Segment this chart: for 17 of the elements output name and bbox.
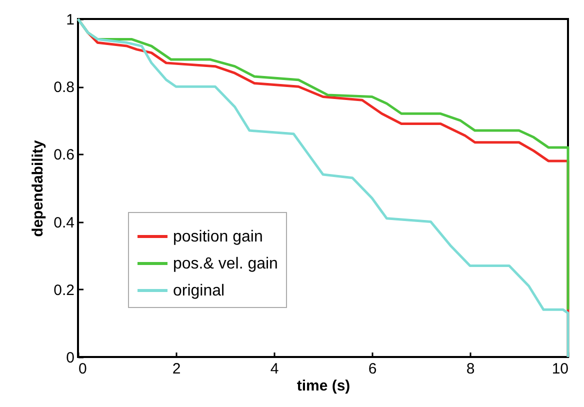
- x-axis-title: time (s): [296, 378, 350, 394]
- y-axis-title: dependability: [30, 140, 47, 237]
- x-tick-label: 10: [552, 360, 568, 378]
- x-tick-label: 8: [466, 360, 475, 378]
- legend-label: position gain: [173, 228, 263, 246]
- x-tick-label: 6: [368, 360, 377, 378]
- y-tick-label: 0.8: [54, 79, 74, 96]
- x-tick-label: 2: [172, 360, 181, 378]
- y-tick-label: 0.2: [54, 282, 74, 299]
- legend-label: original: [173, 282, 225, 300]
- x-tick-label: 4: [270, 360, 279, 378]
- y-tick-label: 0.4: [54, 214, 74, 232]
- y-tick-label: 0: [66, 350, 74, 366]
- y-tick-label: 0.6: [54, 146, 74, 164]
- x-tick-label: 0: [78, 360, 87, 378]
- legend-label: pos.& vel. gain: [173, 256, 278, 272]
- y-tick-label: 1: [66, 12, 74, 28]
